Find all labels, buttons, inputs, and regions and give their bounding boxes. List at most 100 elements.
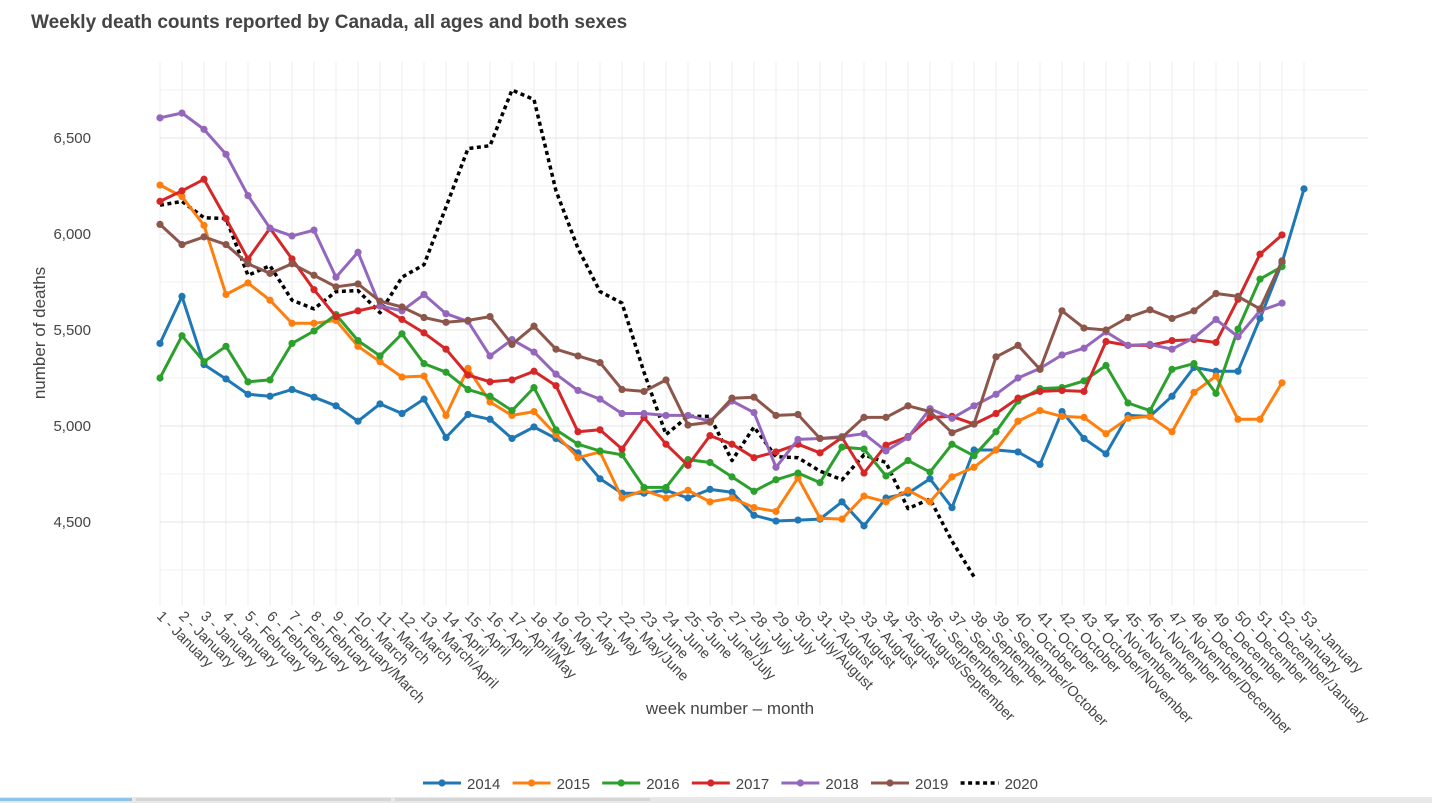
data-point-2015 xyxy=(442,411,450,420)
data-point-2016 xyxy=(178,332,186,340)
legend-marker xyxy=(707,779,715,787)
data-point-2017 xyxy=(706,432,714,440)
data-point-2016 xyxy=(354,336,362,345)
data-point-2015 xyxy=(750,504,758,512)
legend-item-2017[interactable]: 2017 xyxy=(691,776,769,793)
data-point-2017 xyxy=(860,469,868,477)
data-point-2018 xyxy=(640,409,648,418)
data-point-2015 xyxy=(926,498,934,506)
data-point-2016 xyxy=(376,352,384,360)
y-axis: 4,500 5,000 5,500 6,000 6,500 xyxy=(53,130,91,531)
data-point-2017 xyxy=(442,345,450,353)
data-point-2019 xyxy=(618,385,626,394)
data-point-2015 xyxy=(288,319,296,327)
data-point-2016 xyxy=(442,368,450,376)
data-point-2015 xyxy=(728,494,736,502)
data-point-2014 xyxy=(860,522,868,530)
data-point-2014 xyxy=(178,292,186,300)
series-line-2015 xyxy=(159,183,1284,521)
data-point-2019 xyxy=(640,387,648,396)
data-point-2019 xyxy=(728,394,736,402)
data-point-2017 xyxy=(1102,337,1110,346)
data-point-2018 xyxy=(618,409,626,418)
legend-item-2015[interactable]: 2015 xyxy=(512,776,590,793)
data-point-2016 xyxy=(750,487,758,495)
data-point-2018 xyxy=(992,390,1000,398)
data-point-2018 xyxy=(1190,334,1198,342)
data-point-2016 xyxy=(860,445,868,453)
data-point-2017 xyxy=(178,187,186,195)
data-point-2016 xyxy=(618,451,626,459)
data-point-2015 xyxy=(1102,430,1110,438)
data-point-2018 xyxy=(530,348,538,356)
series-line-2019 xyxy=(158,223,1284,440)
series-line-2016 xyxy=(158,265,1283,493)
legend-item-2018[interactable]: 2018 xyxy=(781,776,859,793)
data-point-2019 xyxy=(552,345,560,353)
data-point-2016 xyxy=(640,483,648,492)
data-point-2016 xyxy=(310,327,318,335)
data-point-2015 xyxy=(376,358,384,366)
data-point-2016 xyxy=(1234,325,1242,333)
data-point-2015 xyxy=(574,454,582,462)
scrollbar-thumb[interactable] xyxy=(0,798,132,801)
data-point-2017 xyxy=(574,428,582,436)
data-point-2014 xyxy=(244,390,252,398)
data-point-2016 xyxy=(266,376,274,384)
y-tick-label: 6,500 xyxy=(53,130,91,147)
data-point-2018 xyxy=(684,411,692,420)
legend-item-2016[interactable]: 2016 xyxy=(602,776,680,793)
data-point-2019 xyxy=(464,316,472,324)
data-point-2019 xyxy=(178,240,186,249)
data-point-2018 xyxy=(904,433,912,442)
data-point-2019 xyxy=(684,421,692,429)
data-point-2016 xyxy=(244,378,252,386)
data-point-2016 xyxy=(662,483,670,492)
data-point-2019 xyxy=(442,318,450,326)
data-point-2015 xyxy=(838,515,846,523)
legend[interactable]: 2014 2015 2016 2017 2018 2019 2020 xyxy=(423,776,1038,793)
legend-label: 2019 xyxy=(915,776,948,793)
data-point-2017 xyxy=(354,307,362,315)
data-point-2017 xyxy=(750,454,758,462)
data-point-2017 xyxy=(310,286,318,294)
data-point-2015 xyxy=(1234,415,1242,423)
data-point-2014 xyxy=(926,475,934,483)
legend-item-2020[interactable]: 2020 xyxy=(960,776,1038,793)
data-point-2017 xyxy=(728,440,736,448)
legend-marker xyxy=(617,779,625,787)
data-point-2016 xyxy=(882,472,890,480)
data-point-2019 xyxy=(1080,324,1088,332)
data-point-2019 xyxy=(1190,307,1198,315)
data-point-2014 xyxy=(398,409,406,418)
data-point-2014 xyxy=(1256,314,1264,323)
y-tick-label: 5,500 xyxy=(53,322,91,339)
legend-marker xyxy=(886,779,894,787)
data-point-2015 xyxy=(1190,388,1198,396)
scrollbar-track-segment xyxy=(395,798,650,801)
data-point-2014 xyxy=(508,434,516,443)
data-point-2016 xyxy=(1256,275,1264,283)
legend-item-2019[interactable]: 2019 xyxy=(871,776,948,793)
series-2018 xyxy=(156,109,1286,471)
legend-item-2014[interactable]: 2014 xyxy=(423,776,500,793)
data-point-2015 xyxy=(948,473,956,481)
data-point-2018 xyxy=(552,370,560,378)
data-point-2014 xyxy=(420,395,428,403)
data-point-2015 xyxy=(420,372,428,380)
data-point-2015 xyxy=(992,446,1000,454)
data-point-2018 xyxy=(200,125,208,133)
data-point-2017 xyxy=(200,175,208,183)
data-point-2015 xyxy=(310,319,318,327)
horizontal-scrollbar[interactable] xyxy=(0,797,1432,803)
data-point-2019 xyxy=(1278,257,1286,265)
data-point-2019 xyxy=(1124,313,1132,322)
data-point-2015 xyxy=(816,514,824,522)
data-point-2017 xyxy=(1058,386,1066,395)
data-point-2019 xyxy=(662,376,670,384)
legend-label: 2018 xyxy=(825,776,858,793)
data-point-2018 xyxy=(948,414,956,422)
data-point-2018 xyxy=(288,232,296,240)
data-point-2015 xyxy=(1146,412,1154,420)
